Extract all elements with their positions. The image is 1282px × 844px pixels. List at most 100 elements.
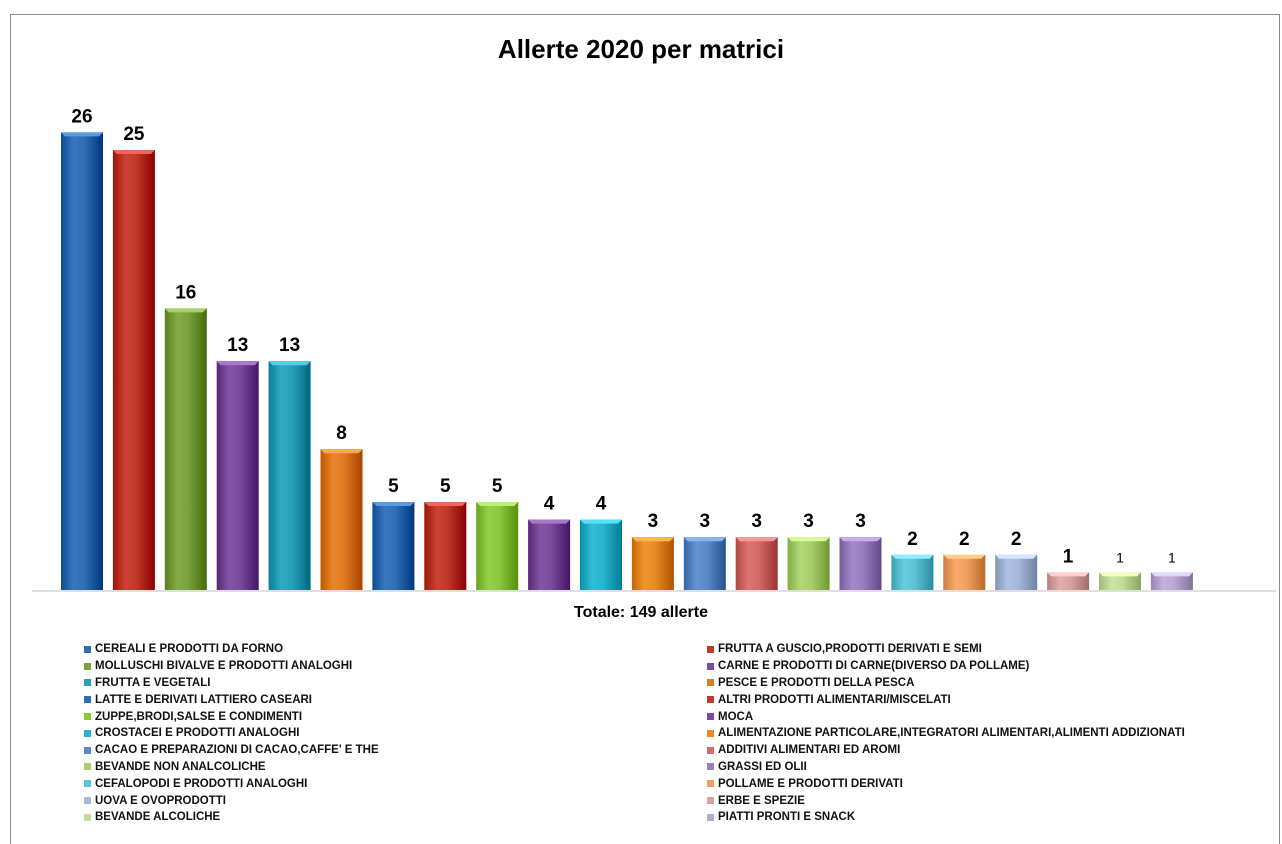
bar-12 bbox=[631, 537, 674, 590]
bars-layer bbox=[61, 132, 1193, 590]
legend-item-15: BEVANDE NON ANALCOLICHE bbox=[84, 759, 707, 776]
bar-22 bbox=[1150, 572, 1193, 590]
legend-item-8: ALTRI PRODOTTI ALIMENTARI/MISCELATI bbox=[707, 691, 1274, 708]
legend-item-22: PIATTI PRONTI E SNACK bbox=[707, 809, 1274, 826]
legend-swatch bbox=[707, 662, 714, 670]
legend-item-2: FRUTTA A GUSCIO,PRODOTTI DERIVATI E SEMI bbox=[707, 641, 1274, 658]
legend-item-16: GRASSI ED OLII bbox=[707, 759, 1274, 776]
bar-6 bbox=[320, 449, 363, 590]
bar-cap-17 bbox=[891, 554, 934, 559]
bar-5 bbox=[268, 361, 311, 590]
data-label-18: 2 bbox=[959, 529, 970, 550]
legend-label: ALIMENTAZIONE PARTICOLARE,INTEGRATORI AL… bbox=[718, 727, 1185, 740]
legend-swatch bbox=[707, 645, 714, 653]
data-label-14: 3 bbox=[751, 511, 762, 532]
bar-7 bbox=[372, 502, 415, 590]
data-label-12: 3 bbox=[648, 511, 659, 532]
legend-label: CEFALOPODI E PRODOTTI ANALOGHI bbox=[95, 777, 308, 790]
bar-cap-18 bbox=[943, 554, 986, 559]
bar-8 bbox=[424, 502, 467, 590]
legend-swatch bbox=[707, 729, 714, 737]
legend-label: BEVANDE ALCOLICHE bbox=[95, 811, 221, 824]
legend-swatch bbox=[707, 679, 714, 687]
data-label-10: 4 bbox=[544, 494, 555, 515]
bar-cap-1 bbox=[61, 132, 103, 137]
data-label-8: 5 bbox=[440, 476, 451, 497]
bar-cap-8 bbox=[424, 502, 467, 506]
legend-item-9: ZUPPE,BRODI,SALSE E CONDIMENTI bbox=[84, 708, 707, 725]
legend-swatch bbox=[84, 780, 91, 788]
bar-cap-3 bbox=[164, 308, 207, 313]
data-label-15: 3 bbox=[803, 511, 814, 532]
data-label-9: 5 bbox=[492, 476, 503, 497]
bar-cap-13 bbox=[683, 537, 726, 542]
chart-title: Allerte 2020 per matrici bbox=[497, 34, 785, 64]
legend-swatch bbox=[84, 813, 91, 821]
bar-17 bbox=[891, 554, 934, 590]
data-label-22: 1 bbox=[1168, 549, 1176, 565]
bar-cap-21 bbox=[1099, 572, 1141, 577]
chart-legend: CEREALI E PRODOTTI DA FORNO FRUTTA A GUSC… bbox=[84, 641, 1274, 826]
bar-cap-9 bbox=[476, 502, 519, 506]
data-label-7: 5 bbox=[388, 476, 399, 497]
chart-frame bbox=[10, 14, 1280, 844]
bar-20 bbox=[1047, 572, 1090, 590]
bar-cap-22 bbox=[1150, 572, 1193, 577]
legend-label: UOVA E OVOPRODOTTI bbox=[95, 794, 226, 807]
bar-cap-4 bbox=[216, 361, 259, 366]
legend-swatch bbox=[707, 696, 714, 704]
data-label-11: 4 bbox=[596, 494, 607, 515]
bar-cap-7 bbox=[372, 502, 415, 506]
legend-swatch bbox=[84, 696, 91, 704]
bar-10 bbox=[528, 519, 571, 590]
legend-label: CROSTACEI E PRODOTTI ANALOGHI bbox=[95, 727, 300, 740]
bar-1 bbox=[61, 132, 103, 590]
data-label-2: 25 bbox=[123, 124, 145, 145]
legend-item-4: CARNE E PRODOTTI DI CARNE(DIVERSO DA POL… bbox=[707, 658, 1274, 675]
chart-subtitle: Totale: 149 allerte bbox=[574, 604, 708, 621]
legend-item-10: MOCA bbox=[707, 708, 1274, 725]
legend-label: MOLLUSCHI BIVALVE E PRODOTTI ANALOGHI bbox=[95, 660, 353, 673]
legend-item-17: CEFALOPODI E PRODOTTI ANALOGHI bbox=[84, 775, 707, 792]
bar-cap-11 bbox=[580, 519, 622, 524]
legend-swatch bbox=[707, 763, 714, 771]
bar-cap-2 bbox=[112, 150, 155, 154]
bar-15 bbox=[787, 537, 830, 590]
bar-cap-16 bbox=[839, 537, 882, 542]
legend-label: FRUTTA A GUSCIO,PRODOTTI DERIVATI E SEMI bbox=[718, 643, 982, 656]
bar-13 bbox=[683, 537, 726, 590]
legend-item-6: PESCE E PRODOTTI DELLA PESCA bbox=[707, 675, 1274, 692]
legend-item-21: BEVANDE ALCOLICHE bbox=[84, 809, 707, 826]
data-label-16: 3 bbox=[855, 511, 866, 532]
legend-swatch bbox=[84, 662, 91, 670]
legend-label: GRASSI ED OLII bbox=[718, 760, 807, 773]
data-label-21: 1 bbox=[1116, 549, 1124, 565]
legend-swatch bbox=[707, 813, 714, 821]
legend-label: MOCA bbox=[718, 710, 754, 723]
bar-16 bbox=[839, 537, 882, 590]
data-label-5: 13 bbox=[279, 335, 300, 356]
bar-cap-19 bbox=[995, 554, 1038, 559]
legend-item-7: LATTE E DERIVATI LATTIERO CASEARI bbox=[84, 691, 707, 708]
legend-item-20: ERBE E SPEZIE bbox=[707, 792, 1274, 809]
legend-swatch bbox=[707, 797, 714, 805]
bar-cap-15 bbox=[787, 537, 830, 542]
bar-cap-14 bbox=[735, 537, 778, 542]
legend-swatch bbox=[707, 746, 714, 754]
bar-18 bbox=[943, 554, 986, 590]
legend-label: ADDITIVI ALIMENTARI ED AROMI bbox=[718, 744, 901, 757]
bar-cap-6 bbox=[320, 449, 363, 454]
legend-item-3: MOLLUSCHI BIVALVE E PRODOTTI ANALOGHI bbox=[84, 658, 707, 675]
legend-swatch bbox=[84, 746, 91, 754]
data-label-6: 8 bbox=[336, 423, 347, 444]
data-label-17: 2 bbox=[907, 529, 918, 550]
bar-cap-20 bbox=[1047, 572, 1090, 577]
legend-label: PESCE E PRODOTTI DELLA PESCA bbox=[718, 676, 915, 689]
legend-swatch bbox=[84, 679, 91, 687]
legend-item-5: FRUTTA E VEGETALI bbox=[84, 675, 707, 692]
data-label-19: 2 bbox=[1011, 529, 1022, 550]
data-label-20: 1 bbox=[1063, 546, 1074, 567]
legend-swatch bbox=[84, 763, 91, 771]
bar-14 bbox=[735, 537, 778, 590]
legend-item-11: CROSTACEI E PRODOTTI ANALOGHI bbox=[84, 725, 707, 742]
